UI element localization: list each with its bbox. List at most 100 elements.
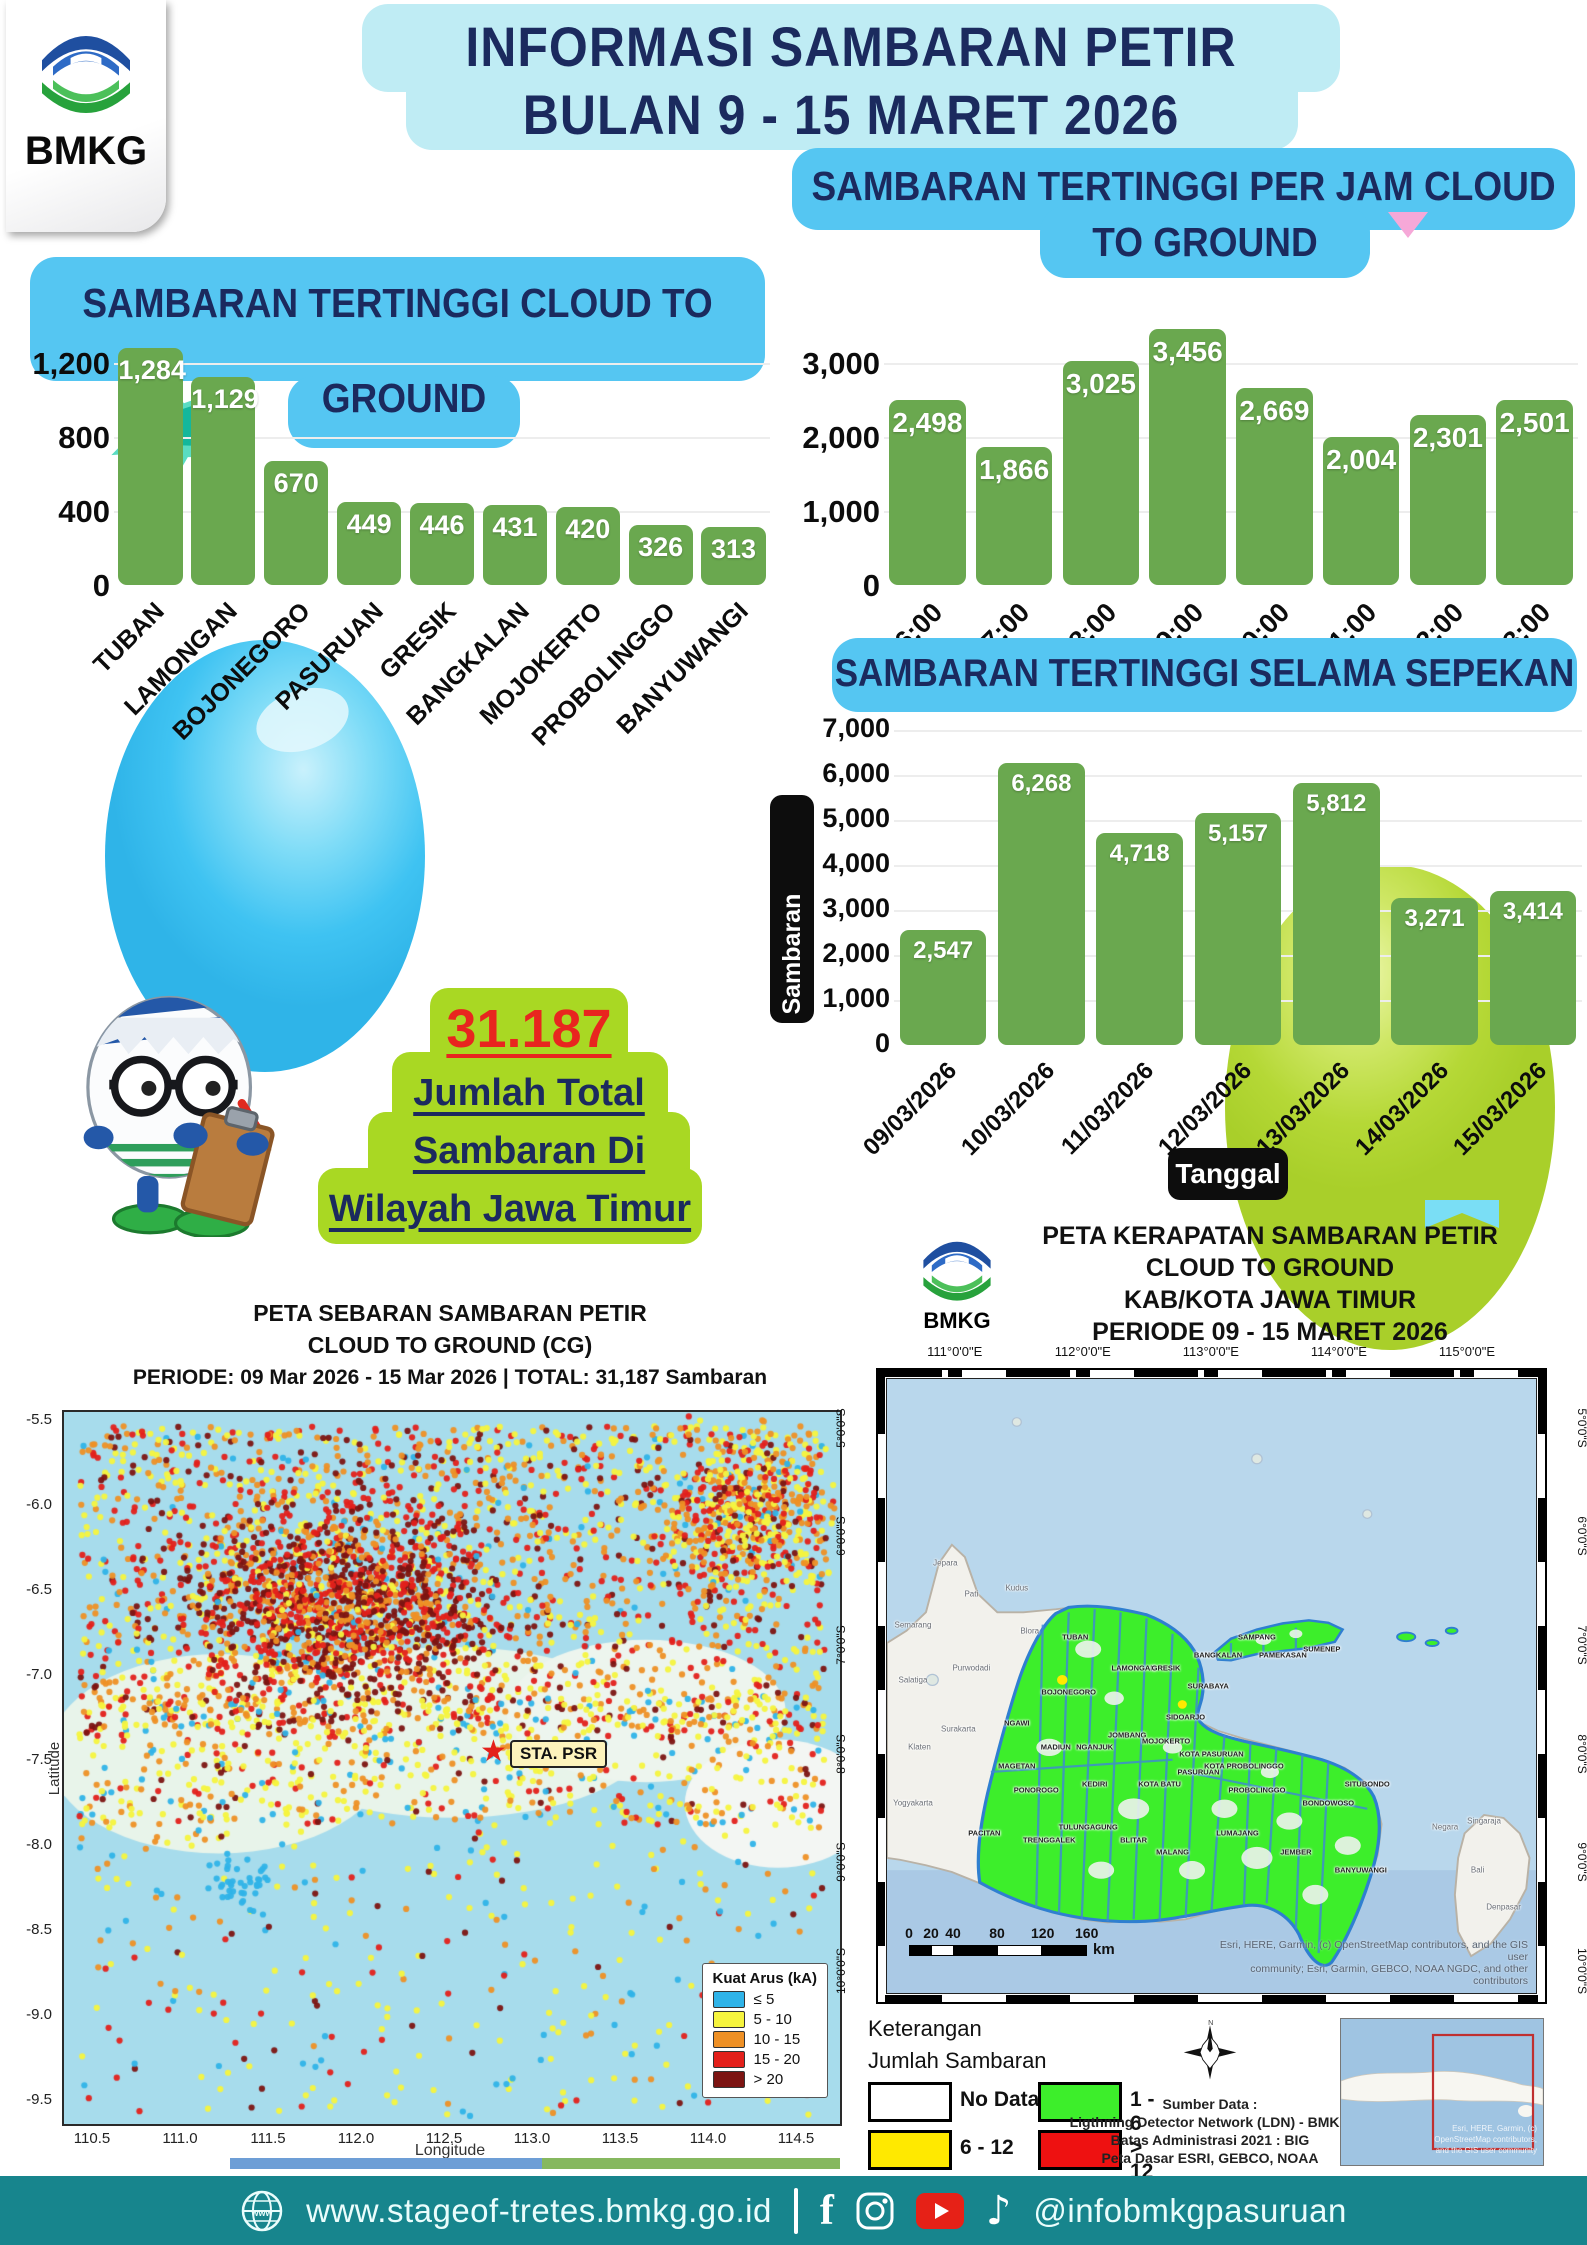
bar: 2,501 <box>1496 400 1573 585</box>
scatter-y-tick: -6.0 <box>26 1496 52 1513</box>
bmkg-logo-card: BMKG <box>6 0 166 232</box>
source-line4: Peta Dasar ESRI, GEBCO, NOAA <box>1101 2150 1319 2166</box>
yellow-density-spot-1 <box>1057 1674 1068 1685</box>
map-region-label: NGAWI <box>1004 1718 1030 1728</box>
map-region-label: Semarang <box>894 1620 932 1630</box>
y-tick-label: 0 <box>92 568 110 603</box>
legend-label: 15 - 20 <box>753 2051 801 2068</box>
scatter-x-tick: 111.0 <box>162 2130 198 2147</box>
gridline <box>114 437 770 440</box>
density-map-top-tick: 114°0'0"E <box>1310 1344 1367 1359</box>
density-legend-label: 6 - 12 <box>960 2136 1014 2159</box>
scale-tick-label: 160 <box>1075 1925 1099 1941</box>
density-map: Jepara Pati Kudus Semarang Purwodadi Blora Sal… <box>834 1344 1587 2004</box>
instagram-icon[interactable] <box>856 2192 894 2230</box>
tick-mark <box>1459 1370 1474 1377</box>
scatter-y-tick: -6.5 <box>26 1581 52 1598</box>
source-line3: Batas Administrasi 2021 : BIG <box>1110 2132 1310 2148</box>
bar: 2,498 <box>889 400 966 585</box>
bar-value-label: 3,456 <box>1152 336 1223 368</box>
map-region-label: BANYUWANGI <box>1334 1865 1387 1875</box>
map-region-label: TRENGGALEK <box>1023 1835 1076 1844</box>
no-data-patches <box>1036 1629 1361 1905</box>
map-region-label: GRESIK <box>1151 1663 1181 1673</box>
total-box-step4 <box>318 1168 702 1244</box>
map-region-label: LAMONGAN <box>1111 1663 1156 1673</box>
east-java-region <box>976 1604 1381 1967</box>
scatter-y-tick: -7.5 <box>26 1751 52 1768</box>
scrollbar-right[interactable] <box>542 2158 840 2169</box>
chart-city-title-line2: GROUND <box>321 375 487 421</box>
y-tick-label: 3,000 <box>822 893 890 923</box>
density-map-left-tick: 9°0'0"S <box>834 1842 848 1883</box>
station-label: STA. PSR <box>510 1740 608 1768</box>
footer-website[interactable]: www.stageof-tretes.bmkg.go.id <box>306 2191 772 2229</box>
pink-triangle-icon <box>1388 212 1428 238</box>
scatter-y-tick: -8.5 <box>26 1921 52 1938</box>
legend-label: 5 - 10 <box>753 2011 792 2028</box>
chart-city-bar: 1,200 800 400 0 1,284 1,129 670 449 446 431 420 32… <box>14 345 770 751</box>
tiktok-icon[interactable]: ♪ <box>985 2187 1012 2234</box>
bar-value-label: 670 <box>273 468 319 499</box>
map-region-label: MOJOKERTO <box>1141 1736 1191 1746</box>
gridline <box>114 363 770 366</box>
youtube-icon[interactable] <box>915 2192 964 2229</box>
map-region-label: JOMBANG <box>1107 1730 1147 1740</box>
total-line1: Jumlah Total <box>413 1072 645 1114</box>
bar-value-label: 5,157 <box>1207 819 1269 847</box>
small-islands <box>1396 1626 1459 1648</box>
gridline <box>894 730 1582 732</box>
y-tick-label: 1,200 <box>32 346 110 382</box>
footer-handle[interactable]: @infobmkgpasuruan <box>1033 2191 1347 2229</box>
scatter-x-tick: 114.0 <box>689 2130 727 2147</box>
map-region-label: KEDIRI <box>1081 1779 1108 1789</box>
legend-title-keterangan: Keterangan <box>868 2016 982 2041</box>
legend-title-jumlah: Jumlah Sambaran <box>868 2048 1047 2073</box>
map-region-label: JEMBER <box>1280 1847 1312 1857</box>
scatter-x-tick: 114.5 <box>777 2130 815 2147</box>
bar: 3,414 <box>1489 891 1577 1045</box>
header-title-line2: BULAN 9 - 15 MARET 2026 <box>522 83 1180 147</box>
scale-tick-label: 120 <box>1031 1925 1055 1941</box>
scatter-legend-row: ≤ 5 <box>712 1991 817 2008</box>
map-region-label: SAMPANG <box>1238 1632 1276 1642</box>
map-region-label: BOJONEGORO <box>1041 1687 1097 1697</box>
bar: 446 <box>409 502 475 585</box>
scrollbar-left[interactable] <box>230 2158 542 2169</box>
map-region-label: SIDOARJO <box>1165 1712 1206 1722</box>
y-tick-label: 0 <box>862 568 880 603</box>
facebook-icon[interactable]: f <box>819 2187 834 2234</box>
legend-label: ≤ 5 <box>753 1991 775 2008</box>
chart-week-xlabel-badge: Tanggal <box>1168 1148 1288 1200</box>
map-region-label: Negara <box>1432 1822 1459 1832</box>
total-line2: Sambaran Di <box>412 1130 646 1172</box>
scale-tick-label: 40 <box>945 1925 961 1941</box>
gridline <box>884 511 1578 514</box>
bar-value-label: 2,547 <box>913 937 974 965</box>
map-region-label: Jepara <box>933 1558 958 1568</box>
svg-text:www: www <box>251 2208 274 2218</box>
bar-value-label: 313 <box>711 534 757 565</box>
bar: 2,301 <box>1409 414 1487 585</box>
cyan-flag-icon <box>1425 1200 1499 1228</box>
map-region-label: Klaten <box>908 1742 931 1752</box>
y-tick-label: 2,000 <box>802 420 880 456</box>
density-map-right-tick: 9°0'0"S <box>1575 1842 1587 1883</box>
bar-value-label: 2,501 <box>1499 407 1570 438</box>
scatter-legend-row: 10 - 15 <box>712 2031 817 2048</box>
scale-segment <box>909 1945 933 1956</box>
density-legend-label: 1 - 6 <box>1130 2088 1155 2135</box>
scatter-ylabel: Latitude <box>46 1741 64 1796</box>
compass-rose-icon: N <box>1183 2018 1237 2080</box>
scatter-title-line2: CLOUD TO GROUND (CG) <box>307 1332 593 1358</box>
chart-week-bar: 7,000 6,000 5,000 4,000 3,000 2,000 1,000 0 2,5… <box>818 713 1582 1161</box>
scatter-y-tick: -9.5 <box>26 2091 52 2108</box>
scatter-y-tick: -5.5 <box>26 1411 52 1428</box>
total-line3: Wilayah Jawa Timur <box>328 1188 692 1230</box>
density-map-content: Jepara Pati Kudus Semarang Purwodadi Blora Sal… <box>886 1378 1537 1994</box>
badge-chart-week <box>832 638 1577 712</box>
map-region-label: Pati <box>964 1589 979 1599</box>
map-region-label: KOTA BATU <box>1138 1779 1181 1789</box>
bar: 5,812 <box>1293 783 1380 1045</box>
